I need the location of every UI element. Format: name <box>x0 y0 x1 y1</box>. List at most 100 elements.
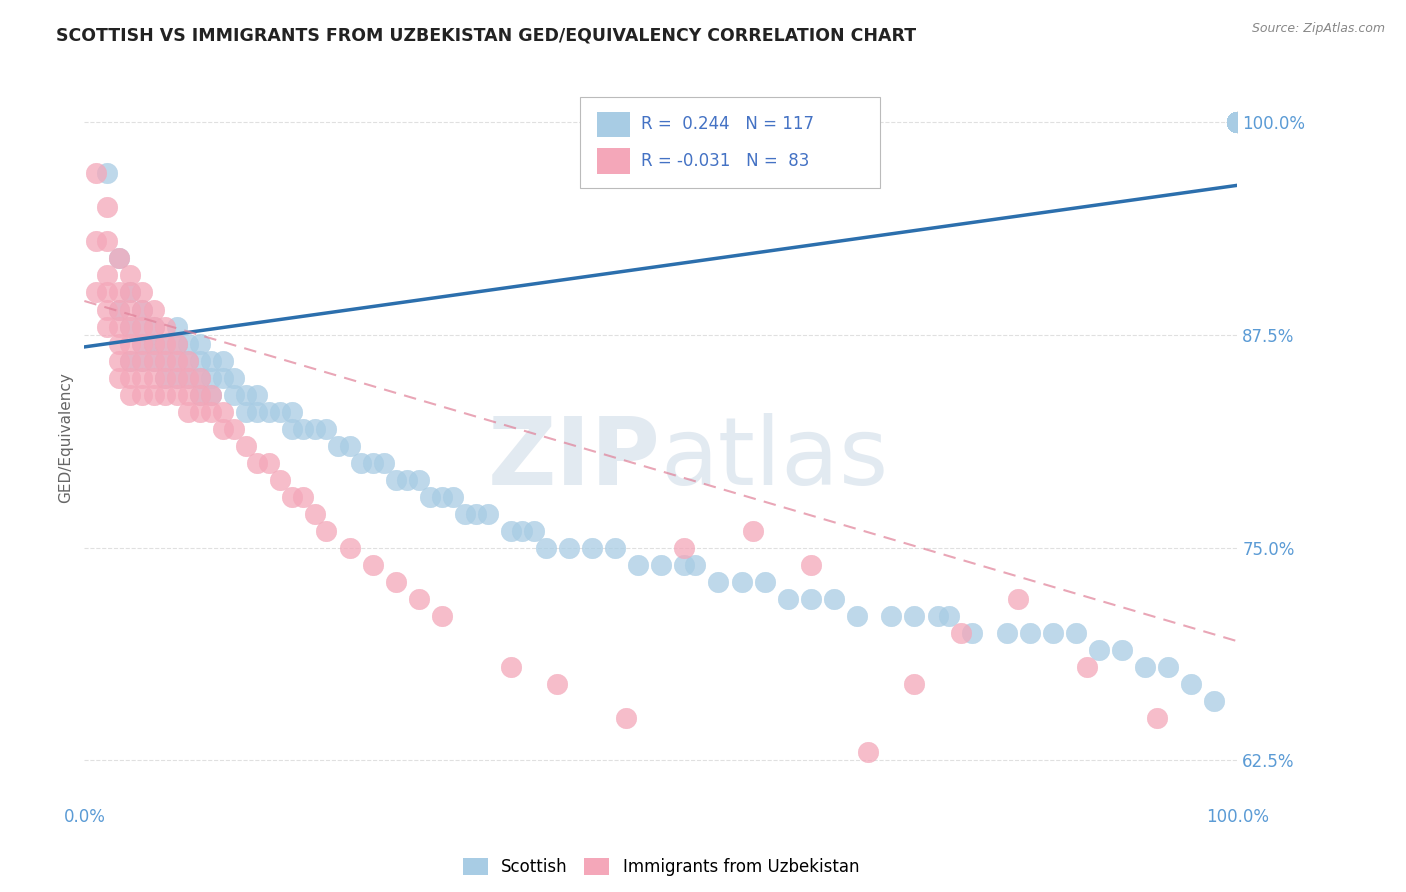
Point <box>142 353 165 368</box>
Point <box>1226 115 1249 129</box>
Point <box>166 370 188 384</box>
Point <box>465 507 488 521</box>
Point <box>1064 625 1087 640</box>
Point <box>142 353 165 368</box>
Point <box>1226 115 1249 129</box>
Point <box>131 336 153 351</box>
Point <box>131 353 153 368</box>
Point <box>557 541 579 555</box>
Point <box>224 387 246 401</box>
Text: SCOTTISH VS IMMIGRANTS FROM UZBEKISTAN GED/EQUIVALENCY CORRELATION CHART: SCOTTISH VS IMMIGRANTS FROM UZBEKISTAN G… <box>56 27 917 45</box>
Point <box>304 507 326 521</box>
Point <box>108 302 131 317</box>
Text: R = -0.031   N =  83: R = -0.031 N = 83 <box>641 152 810 169</box>
Point <box>1226 115 1249 129</box>
Point <box>96 201 118 215</box>
Point <box>211 370 233 384</box>
Point <box>131 285 153 300</box>
Point <box>614 711 637 725</box>
Point <box>166 370 188 384</box>
Point <box>166 319 188 334</box>
Point <box>650 558 672 572</box>
Point <box>938 608 960 623</box>
Point <box>1226 115 1249 129</box>
Point <box>1226 115 1249 129</box>
Point <box>200 404 222 418</box>
Point <box>995 625 1018 640</box>
Point <box>177 387 200 401</box>
Point <box>177 336 200 351</box>
Point <box>1226 115 1249 129</box>
Point <box>120 387 142 401</box>
Point <box>96 285 118 300</box>
Point <box>108 336 131 351</box>
Point <box>1226 115 1249 129</box>
Point <box>1226 115 1249 129</box>
Point <box>1226 115 1249 129</box>
Point <box>903 677 925 691</box>
Point <box>153 370 176 384</box>
Point <box>927 608 949 623</box>
Point <box>845 608 868 623</box>
Point <box>188 353 211 368</box>
Point <box>269 473 291 487</box>
Point <box>546 677 568 691</box>
Point <box>315 421 337 435</box>
Point <box>120 285 142 300</box>
Point <box>880 608 903 623</box>
Point <box>188 387 211 401</box>
Point <box>730 574 752 589</box>
Point <box>350 456 373 470</box>
Point <box>1226 115 1249 129</box>
Point <box>120 336 142 351</box>
Point <box>131 336 153 351</box>
Point <box>1007 591 1029 606</box>
Point <box>153 353 176 368</box>
Point <box>131 319 153 334</box>
Point <box>224 370 246 384</box>
Point <box>166 353 188 368</box>
Point <box>235 387 257 401</box>
Point <box>200 370 222 384</box>
Point <box>499 524 522 538</box>
Y-axis label: GED/Equivalency: GED/Equivalency <box>58 372 73 502</box>
Text: ZIP: ZIP <box>488 413 661 505</box>
Point <box>1226 115 1249 129</box>
Point <box>1226 115 1249 129</box>
Point <box>142 387 165 401</box>
Point <box>166 353 188 368</box>
Point <box>281 490 304 504</box>
Point <box>281 421 304 435</box>
Text: atlas: atlas <box>661 413 889 505</box>
Point <box>1180 677 1202 691</box>
Point <box>499 659 522 673</box>
Point <box>1076 659 1098 673</box>
Point <box>304 421 326 435</box>
Point <box>235 439 257 453</box>
Point <box>603 541 626 555</box>
Point <box>177 353 200 368</box>
Point <box>108 252 131 266</box>
Point <box>1146 711 1168 725</box>
Point <box>153 370 176 384</box>
Point <box>315 524 337 538</box>
Point <box>177 404 200 418</box>
Point <box>339 439 361 453</box>
FancyBboxPatch shape <box>581 97 880 188</box>
Point <box>120 353 142 368</box>
Point <box>131 302 153 317</box>
FancyBboxPatch shape <box>598 112 630 137</box>
Point <box>534 541 557 555</box>
Point <box>142 370 165 384</box>
Point <box>153 336 176 351</box>
Point <box>1133 659 1156 673</box>
Point <box>396 473 419 487</box>
Point <box>1226 115 1249 129</box>
Point <box>408 473 430 487</box>
Point <box>269 404 291 418</box>
Point <box>384 473 406 487</box>
Point <box>339 541 361 555</box>
Point <box>96 235 118 249</box>
Point <box>685 558 707 572</box>
Point <box>1157 659 1180 673</box>
